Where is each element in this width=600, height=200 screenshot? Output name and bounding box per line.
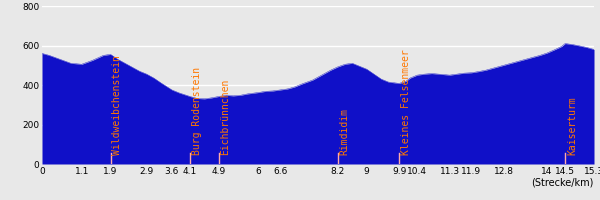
Text: Kleines Felsenmeer: Kleines Felsenmeer: [401, 49, 411, 155]
Text: Rimdidim: Rimdidim: [340, 108, 350, 155]
Text: Burg Rodenstein: Burg Rodenstein: [192, 67, 202, 155]
Text: Kaiserturm: Kaiserturm: [567, 96, 577, 155]
Text: Wildweibchenstein: Wildweibchenstein: [112, 55, 122, 155]
X-axis label: (Strecke/km): (Strecke/km): [532, 177, 594, 187]
Text: Eichbrünnchen: Eichbrünnchen: [221, 79, 230, 155]
